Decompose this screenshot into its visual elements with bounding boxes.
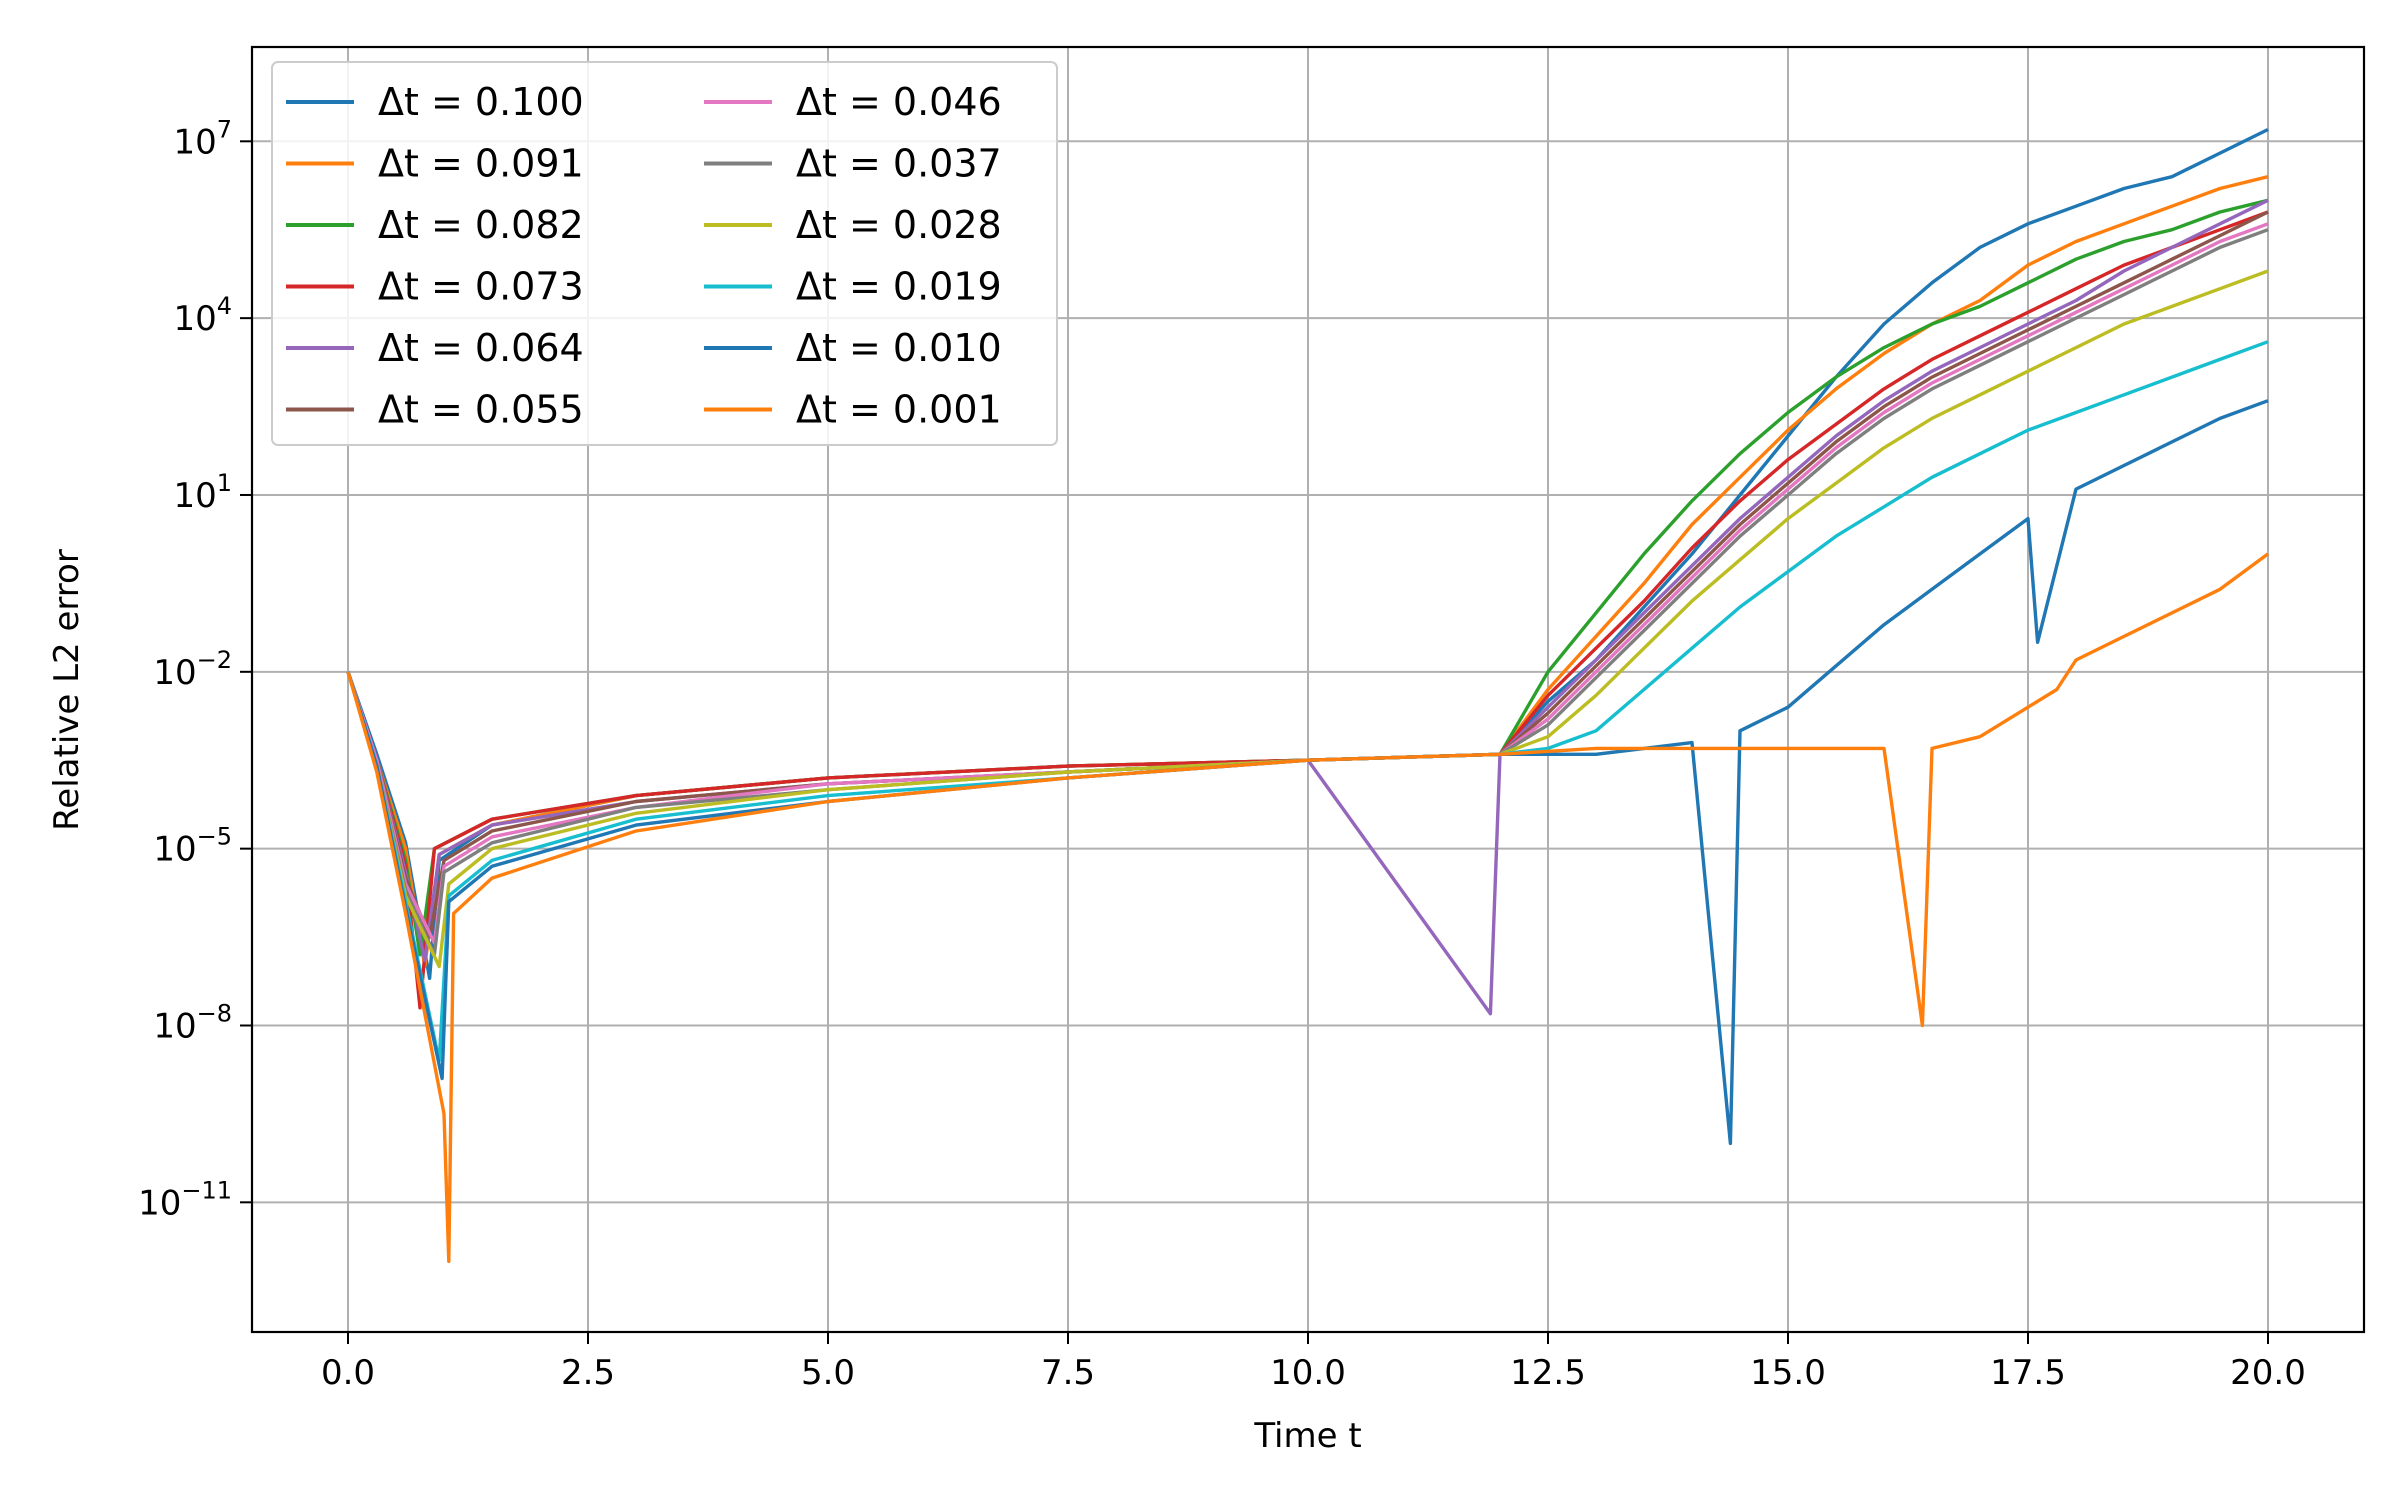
series-line-8 [346,269,2269,969]
series-line-7 [346,228,2269,957]
x-tick-label: 17.5 [1990,1353,2066,1393]
series-line-6 [346,222,2269,945]
y-tick-label: 10−5 [153,823,232,870]
x-tick-label: 2.5 [561,1353,615,1393]
x-tick-label: 10.0 [1270,1353,1346,1393]
series-line-5 [346,210,2269,939]
x-tick-label: 5.0 [801,1353,855,1393]
y-tick-label: 101 [173,469,232,516]
legend-label: Δt = 0.100 [378,80,584,124]
legend-label: Δt = 0.010 [796,326,1002,370]
legend-label: Δt = 0.082 [378,203,584,247]
y-tick-label: 104 [173,292,232,339]
legend-label: Δt = 0.019 [796,265,1002,309]
y-tick-label: 10−8 [153,999,232,1046]
y-tick-label: 10−2 [153,646,232,693]
series-line-3 [346,210,2269,1010]
x-tick-label: 0.0 [321,1353,375,1393]
series-line-11 [346,552,2270,1263]
legend-label: Δt = 0.037 [796,142,1002,186]
series-group [346,127,2270,1263]
legend-label: Δt = 0.028 [796,203,1002,247]
x-tick-label: 7.5 [1041,1353,1095,1393]
y-axis: 107 104 101 10−2 10−5 10−8 10−11 [138,115,252,1223]
x-axis-label: Time t [1253,1416,1361,1456]
legend-box [271,61,1058,446]
x-tick-label: 12.5 [1510,1353,1586,1393]
series-line-10 [346,399,2269,1146]
y-tick-label: 10−11 [138,1176,232,1223]
x-axis: 0.0 2.5 5.0 7.5 10.0 12.5 15.0 17.5 20.0 [321,1332,2306,1393]
legend-label: Δt = 0.055 [378,388,584,432]
legend-label: Δt = 0.001 [796,388,1002,432]
x-tick-label: 20.0 [2230,1353,2306,1393]
series-line-0 [346,127,2269,980]
legend-label: Δt = 0.091 [378,142,584,186]
series-line-4 [346,198,2269,1016]
y-tick-label: 107 [173,115,232,162]
series-line-9 [346,340,2269,1063]
y-axis-label: Relative L2 error [47,549,87,831]
legend-label: Δt = 0.073 [378,265,584,309]
legend: Δt = 0.100 Δt = 0.091 Δt = 0.082 Δt = 0.073… [271,61,1058,446]
legend-label: Δt = 0.046 [796,80,1002,124]
legend-label: Δt = 0.064 [378,326,584,370]
x-tick-label: 15.0 [1750,1353,1826,1393]
